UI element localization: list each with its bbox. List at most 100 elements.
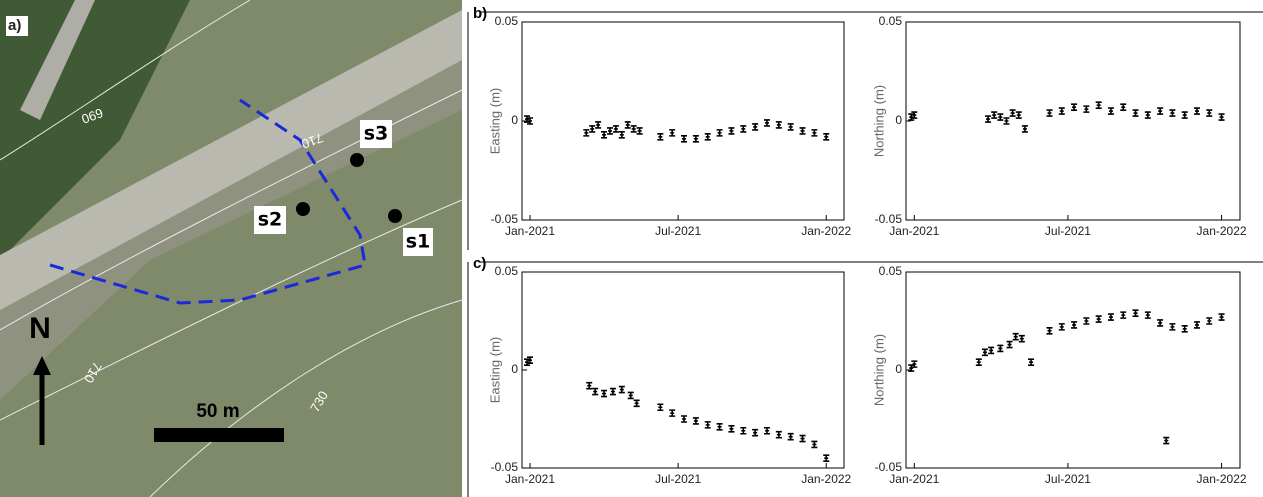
road xyxy=(0,10,462,310)
x-tick-label: Jan-2021 xyxy=(505,472,555,486)
data-point xyxy=(1157,107,1164,115)
data-point xyxy=(1193,321,1200,329)
scale-label: 50 m xyxy=(196,401,239,422)
x-tick-label: Jan-2022 xyxy=(1197,472,1247,486)
data-point xyxy=(1132,309,1139,317)
y-tick-label: -0.05 xyxy=(875,212,903,226)
data-point xyxy=(681,415,688,423)
x-tick-label: Jan-2022 xyxy=(801,472,851,486)
data-point xyxy=(799,434,806,443)
map: s1 s2 s3 a) 690 710 710 730 N 50 m xyxy=(0,0,463,497)
data-point xyxy=(1046,109,1053,117)
y-tick-label: 0 xyxy=(511,362,518,376)
y-tick-label: -0.05 xyxy=(491,212,519,226)
data-point xyxy=(752,123,759,131)
data-point xyxy=(592,387,599,396)
data-point xyxy=(740,426,747,435)
plot-frame xyxy=(521,21,845,221)
site-label: s1 xyxy=(406,231,431,253)
slope xyxy=(0,40,462,400)
data-point xyxy=(601,389,608,398)
data-point xyxy=(633,399,640,408)
y-tick-label: -0.05 xyxy=(491,460,519,474)
data-point xyxy=(669,409,676,417)
data-point xyxy=(636,127,643,135)
x-tick-label: Jan-2022 xyxy=(1197,224,1247,238)
data-point xyxy=(657,403,664,412)
x-tick-label: Jul-2021 xyxy=(655,472,701,486)
data-point xyxy=(681,135,688,143)
data-point xyxy=(775,430,782,439)
data-point xyxy=(763,119,770,127)
data-point xyxy=(908,113,915,121)
data-point xyxy=(1003,117,1010,125)
data-point xyxy=(1028,358,1035,366)
y-axis-label: Northing (m) xyxy=(871,334,886,406)
data-point xyxy=(606,127,613,135)
data-point xyxy=(618,131,625,139)
data-point xyxy=(589,125,596,133)
x-tick-label: Jul-2021 xyxy=(655,224,701,238)
y-tick-label: -0.05 xyxy=(875,460,903,474)
data-point xyxy=(1009,109,1016,117)
y-axis-label: Northing (m) xyxy=(871,85,886,157)
contours xyxy=(0,0,463,497)
data-point xyxy=(524,115,531,123)
contour-label: 710 xyxy=(300,130,326,152)
y-tick-label: 0.05 xyxy=(879,14,903,28)
data-point xyxy=(1120,311,1127,319)
x-tick-label: Jan-2022 xyxy=(801,224,851,238)
site-label: s3 xyxy=(364,123,389,145)
data-point xyxy=(997,113,1004,121)
site-s2 xyxy=(296,202,310,216)
data-point xyxy=(1206,317,1213,325)
data-point xyxy=(1193,107,1200,115)
data-point xyxy=(823,133,830,141)
data-point xyxy=(1095,315,1102,323)
data-point xyxy=(1095,101,1102,109)
label-box xyxy=(6,16,28,36)
data-point xyxy=(988,346,995,355)
data-point xyxy=(811,440,818,449)
contour-label: 690 xyxy=(80,105,106,127)
data-point xyxy=(1169,323,1176,331)
data-point xyxy=(1046,327,1053,335)
data-point xyxy=(975,358,982,366)
panel-label: c) xyxy=(473,255,486,272)
data-point xyxy=(728,425,735,433)
data-point xyxy=(823,454,830,462)
data-point xyxy=(583,129,590,137)
data-point xyxy=(1157,319,1164,327)
data-point xyxy=(763,426,770,435)
x-tick-label: Jul-2021 xyxy=(1045,472,1091,486)
data-point xyxy=(1058,107,1065,115)
plot-frame xyxy=(905,271,1241,469)
boundary xyxy=(49,98,367,305)
data-point xyxy=(752,428,759,437)
data-point xyxy=(704,133,711,141)
data-point xyxy=(1021,125,1028,133)
x-tick-label: Jan-2021 xyxy=(889,224,939,238)
data-point xyxy=(1169,109,1176,117)
north-arrowhead xyxy=(33,356,51,375)
data-point xyxy=(1071,103,1078,111)
x-tick-label: Jul-2021 xyxy=(1045,224,1091,238)
data-point xyxy=(692,135,699,143)
data-point xyxy=(740,125,747,133)
plot-frame xyxy=(905,21,1241,221)
scale-bar xyxy=(154,428,284,442)
data-point xyxy=(1144,311,1151,319)
panel-label: a) xyxy=(8,17,21,34)
data-point xyxy=(1181,325,1188,333)
data-point xyxy=(1107,107,1114,115)
site-s1 xyxy=(388,209,402,223)
data-point xyxy=(811,129,818,137)
data-point xyxy=(1163,436,1170,445)
data-point xyxy=(704,421,711,429)
y-tick-label: 0.05 xyxy=(879,264,903,278)
data-point xyxy=(1083,105,1090,113)
data-point xyxy=(908,364,915,372)
label-box xyxy=(403,228,433,256)
data-point xyxy=(1120,103,1127,111)
data-point xyxy=(1144,111,1151,119)
